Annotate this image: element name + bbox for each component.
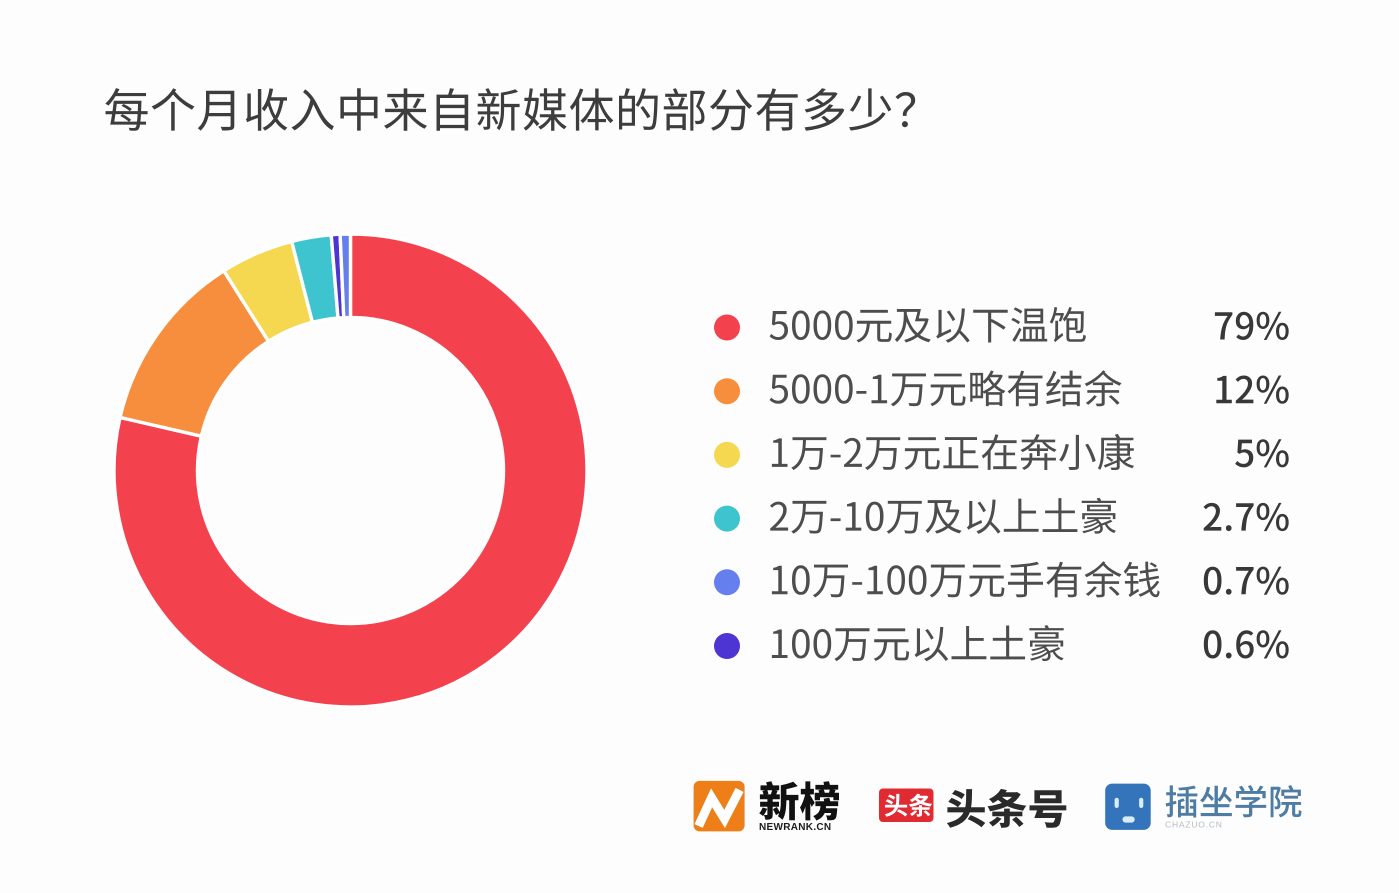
svg-text:NEWRANK.CN: NEWRANK.CN: [759, 822, 831, 833]
svg-text:CHAZUO.CN: CHAZUO.CN: [1165, 820, 1223, 830]
